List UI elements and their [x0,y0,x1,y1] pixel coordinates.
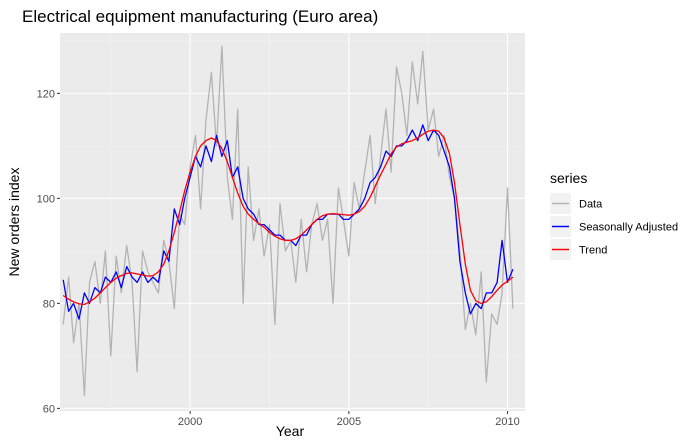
series-layer [62,45,514,396]
legend-label-trend: Trend [579,245,607,257]
series-line-data [62,45,514,396]
y-axis-title: New orders index [6,168,22,277]
legend-label-data: Data [579,199,603,211]
legend-label-seasonally-adjusted: Seasonally Adjusted [579,222,678,234]
x-axis: 2000 2005 2010 [178,411,520,428]
x-axis-title: Year [276,423,305,439]
plot-panel [60,33,525,411]
major-gridlines [60,33,525,411]
y-tick-label: 80 [43,298,55,310]
y-tick-label: 60 [43,403,55,415]
y-tick-label: 120 [37,88,55,100]
x-tick-label: 2000 [178,416,202,428]
x-tick-label: 2005 [337,416,361,428]
legend: series Data Seasonally Adjusted Trend [550,170,678,260]
y-axis: 60 80 100 120 [37,88,60,415]
y-tick-label: 100 [37,193,55,205]
legend-title: series [550,170,587,186]
series-line-trend [62,129,514,306]
x-tick-label: 2010 [495,416,519,428]
chart-title: Electrical equipment manufacturing (Euro… [22,7,378,26]
